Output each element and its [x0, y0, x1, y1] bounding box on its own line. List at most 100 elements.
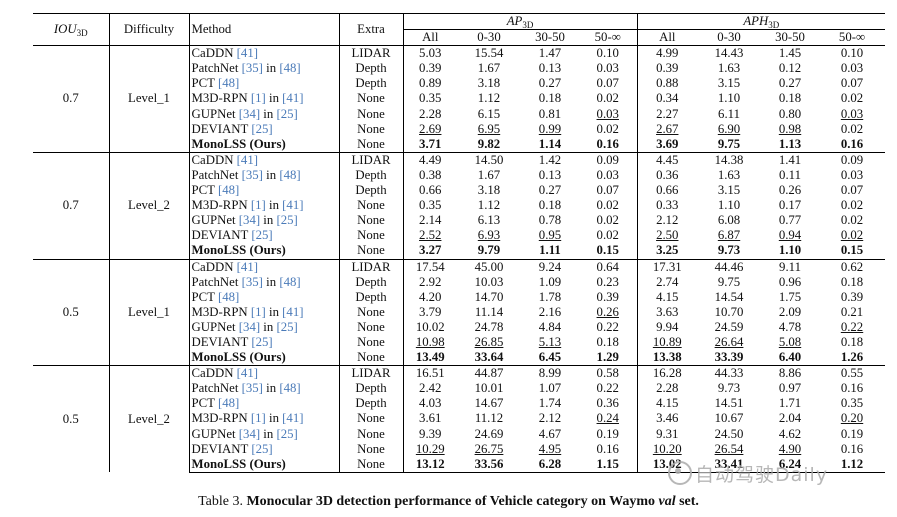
in-text: in	[265, 91, 283, 106]
table-row: 0.7 Level_1 CaDDN [41] LIDAR 5.03 15.54 1.47 0.…	[33, 45, 886, 153]
citation-link[interactable]: [35]	[241, 381, 263, 396]
method-name: CaDDN	[191, 366, 234, 381]
metric-cell: 6.13	[457, 213, 521, 228]
citation-link[interactable]: [48]	[217, 289, 240, 304]
citation-link[interactable]: [25]	[251, 441, 273, 456]
method-name: PatchNet	[191, 274, 239, 289]
citation-link[interactable]: [1]	[250, 411, 266, 426]
metric-cell: 0.03	[579, 168, 637, 183]
citation-link[interactable]: [48]	[279, 381, 301, 396]
citation-link[interactable]: [35]	[241, 61, 263, 76]
citation-link[interactable]: [1]	[250, 304, 266, 319]
citation-link[interactable]: [34]	[238, 213, 261, 228]
extra-cell: Depth	[338, 381, 403, 397]
metric-cell: 44.46	[697, 258, 762, 275]
metric-cell: 24.59	[697, 320, 761, 335]
citation-link[interactable]: [41]	[236, 366, 258, 381]
citation-link[interactable]: [48]	[217, 396, 240, 411]
method-cell: DEVIANT [25]	[188, 121, 339, 137]
metric-value: 1.13	[778, 136, 802, 151]
metric-cell: 1.26	[819, 350, 886, 367]
method-name: CaDDN	[191, 152, 234, 167]
citation-link[interactable]: [48]	[279, 61, 301, 76]
method-cell: CaDDN [41]	[188, 151, 339, 168]
table-row: DEVIANT [25] None 2.52 6.93 0.95 0.02 2.50 6.87…	[33, 228, 885, 244]
citation-link[interactable]: [48]	[217, 76, 240, 91]
metric-cell: 0.64	[579, 258, 638, 275]
method-name: GUPNet	[191, 319, 236, 334]
method-name: MonoLSS (Ours)	[191, 243, 286, 258]
metric-value: 1.11	[539, 243, 561, 258]
metric-cell: 33.41	[697, 456, 762, 473]
metric-cell: 0.13	[521, 168, 579, 183]
metric-cell: 10.20	[636, 441, 698, 457]
citation-link[interactable]: [41]	[236, 46, 258, 61]
metric-cell: 17.31	[636, 258, 698, 275]
metric-value: 0.27	[538, 183, 562, 198]
method-name: MonoLSS (Ours)	[191, 136, 286, 151]
method-cell: MonoLSS (Ours)	[188, 136, 339, 153]
metric-value: 9.39	[419, 426, 442, 441]
citation-link[interactable]: [1]	[250, 198, 266, 213]
citation-link[interactable]: [25]	[251, 228, 273, 243]
metric-cell: 0.96	[761, 275, 819, 290]
metric-cell: 4.20	[402, 289, 457, 305]
citation-link[interactable]: [1]	[250, 91, 266, 106]
extra-cell: LIDAR	[338, 258, 403, 275]
metric-value: 9.11	[779, 259, 801, 274]
citation-link[interactable]: [41]	[282, 304, 304, 319]
method-cell: CaDDN [41]	[188, 258, 339, 275]
metric-cell: 1.12	[457, 91, 521, 106]
in-text: in	[262, 381, 280, 396]
metric-value: 0.64	[596, 259, 619, 274]
metric-cell: 9.75	[697, 275, 761, 290]
metric-cell: 45.00	[457, 258, 521, 275]
citation-link[interactable]: [25]	[276, 213, 298, 228]
metric-value: 10.01	[474, 381, 504, 396]
metric-value: 6.40	[778, 350, 802, 365]
metric-value: 26.75	[474, 441, 504, 456]
citation-link[interactable]: [48]	[279, 167, 301, 182]
method-cell: MonoLSS (Ours)	[188, 350, 339, 367]
metric-cell: 4.03	[402, 396, 457, 412]
citation-link[interactable]: [34]	[238, 426, 261, 441]
metric-value: 0.35	[419, 198, 442, 213]
table-row: 0.7 Level_2 CaDDN [41] LIDAR 4.49 14.50 1.42 0.…	[33, 151, 886, 259]
citation-link[interactable]: [35]	[241, 274, 263, 289]
citation-link[interactable]: [25]	[251, 334, 273, 349]
metric-value: 0.16	[840, 136, 864, 151]
metric-value: 1.09	[538, 274, 562, 289]
citation-link[interactable]: [25]	[251, 121, 273, 136]
metric-cell: 0.26	[579, 305, 637, 320]
metric-cell: 0.15	[819, 243, 886, 260]
metric-cell: 6.87	[697, 228, 761, 243]
citation-link[interactable]: [34]	[238, 319, 261, 334]
metric-cell: 2.27	[636, 106, 698, 122]
metric-value: 9.73	[717, 243, 741, 258]
citation-link[interactable]: [35]	[241, 167, 263, 182]
citation-link[interactable]: [41]	[282, 198, 304, 213]
method-cell: GUPNet [34] in [25]	[188, 319, 339, 335]
metric-cell: 2.12	[521, 411, 579, 426]
citation-link[interactable]: [48]	[279, 274, 301, 289]
metric-cell: 0.03	[819, 107, 885, 122]
metric-value: 1.78	[538, 289, 562, 304]
metric-cell: 0.23	[579, 275, 637, 290]
citation-link[interactable]: [41]	[236, 259, 258, 274]
method-cell: GUPNet [34] in [25]	[188, 213, 339, 229]
header-iou: IOU3D	[33, 12, 109, 47]
citation-link[interactable]: [25]	[276, 319, 298, 334]
in-text: in	[260, 213, 277, 228]
metric-value: 0.03	[596, 167, 619, 182]
citation-link[interactable]: [25]	[276, 106, 298, 121]
citation-link[interactable]: [41]	[282, 411, 304, 426]
citation-link[interactable]: [48]	[217, 183, 240, 198]
metric-value: 0.03	[840, 106, 864, 121]
citation-link[interactable]: [41]	[282, 91, 304, 106]
citation-link[interactable]: [41]	[236, 152, 258, 167]
citation-link[interactable]: [34]	[238, 106, 261, 121]
subheader-cell: All	[402, 29, 457, 47]
metric-value: 6.24	[778, 456, 802, 471]
citation-link[interactable]: [25]	[276, 426, 298, 441]
metric-cell: 0.11	[761, 168, 819, 183]
